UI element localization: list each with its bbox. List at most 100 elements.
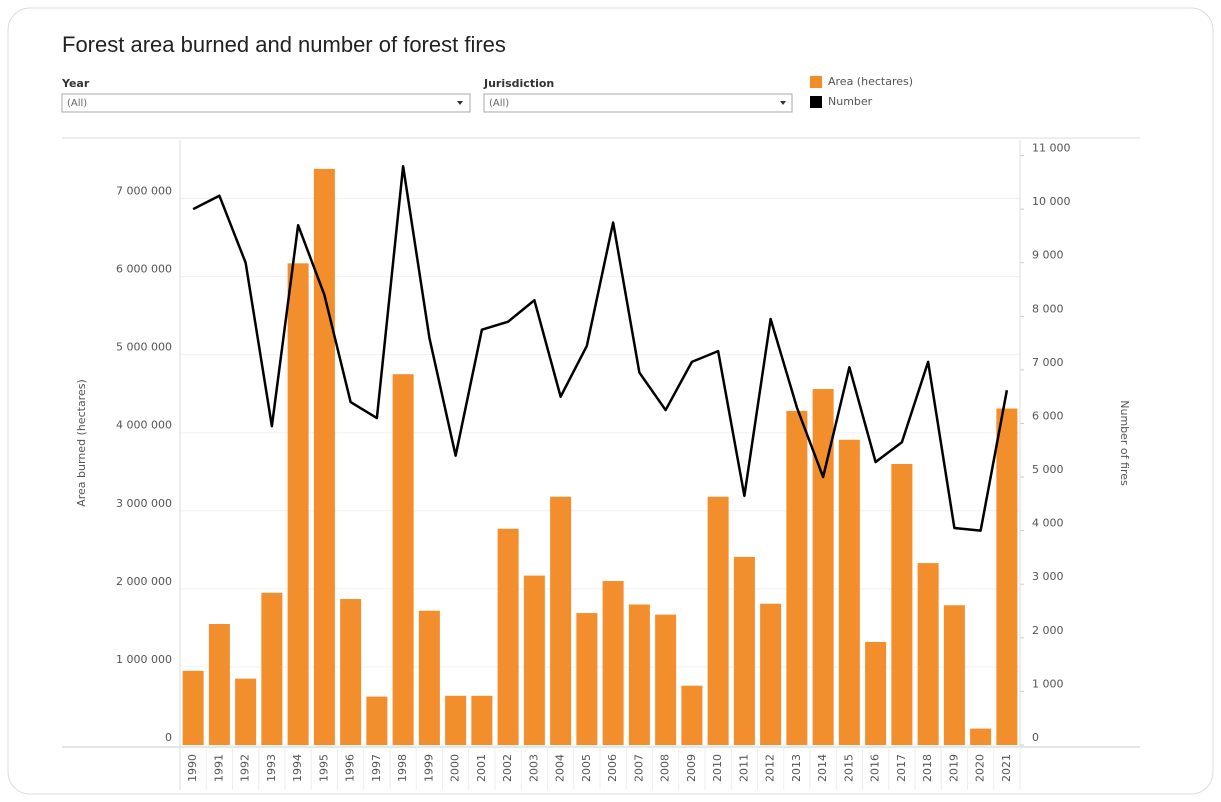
y2-tick-label: 3 000 — [1032, 570, 1064, 583]
bar — [340, 599, 362, 745]
bar — [602, 581, 624, 745]
dropdown-value: (All) — [67, 98, 87, 109]
y2-tick-label: 4 000 — [1032, 517, 1064, 530]
bar — [786, 410, 808, 745]
y-tick-label: 6 000 000 — [116, 263, 172, 276]
y2-tick-label: 7 000 — [1032, 356, 1064, 369]
x-tick-label: 2000 — [449, 754, 462, 782]
bar — [523, 575, 545, 745]
x-tick-label: 1995 — [317, 754, 330, 782]
dropdown-arrow — [780, 101, 786, 105]
bar — [943, 605, 965, 745]
y2-tick-label: 2 000 — [1032, 624, 1064, 637]
bar — [550, 496, 572, 745]
bar — [445, 695, 467, 745]
bar — [733, 556, 755, 745]
bar — [760, 603, 782, 745]
bar — [917, 563, 939, 745]
line — [192, 165, 1009, 532]
x-tick-label: 2002 — [501, 754, 514, 782]
bar — [681, 685, 703, 745]
bar — [891, 463, 913, 745]
x-tick-label: 2011 — [737, 754, 750, 782]
x-tick-label: 1991 — [212, 754, 225, 782]
filter-label: Year — [61, 77, 90, 90]
bar — [392, 374, 414, 745]
y2-tick-label: 9 000 — [1032, 249, 1064, 262]
x-tick-label: 2020 — [974, 754, 987, 782]
bar — [707, 496, 729, 745]
y2-tick-label: 1 000 — [1032, 677, 1064, 690]
dropdown[interactable] — [61, 93, 471, 113]
x-tick-label: 2008 — [659, 754, 672, 782]
y2-tick-label: 6 000 — [1032, 409, 1064, 422]
x-tick-label: 1990 — [186, 754, 199, 782]
dropdown-arrow — [457, 101, 463, 105]
y2-tick-label: 10 000 — [1032, 195, 1071, 208]
x-tick-label: 2021 — [1000, 754, 1013, 782]
y2-tick-label: 11 000 — [1032, 142, 1071, 155]
legend-swatch — [810, 96, 822, 108]
x-tick-label: 2003 — [527, 754, 540, 782]
y2-tick-label: 8 000 — [1032, 302, 1064, 315]
x-tick-label: 2014 — [816, 754, 829, 782]
x-tick-label: 1996 — [344, 754, 357, 782]
chart-title: Forest area burned and number of forest … — [62, 32, 506, 57]
y-axis-title: Area burned (hectares) — [75, 379, 88, 507]
x-tick-label: 2015 — [842, 754, 855, 782]
x-tick-label: 2017 — [895, 754, 908, 782]
y2-tick-label: 5 000 — [1032, 463, 1064, 476]
bar — [313, 168, 335, 746]
y-tick-label: 4 000 000 — [116, 419, 172, 432]
x-tick-label: 1992 — [239, 754, 252, 782]
y-tick-label: 2 000 000 — [116, 575, 172, 588]
x-tick-label: 2009 — [685, 754, 698, 782]
dropdown-value: (All) — [489, 98, 509, 109]
y-tick-label: 1 000 000 — [116, 653, 172, 666]
x-tick-label: 1998 — [396, 754, 409, 782]
y-tick-label: 0 — [165, 731, 172, 744]
x-tick-label: 2012 — [764, 754, 777, 782]
bar — [182, 670, 204, 745]
legend-label: Area (hectares) — [828, 75, 913, 88]
legend-swatch — [810, 76, 822, 88]
bar — [287, 263, 309, 745]
x-tick-label: 1999 — [422, 754, 435, 782]
x-tick-label: 2006 — [606, 754, 619, 782]
x-tick-label: 1994 — [291, 754, 304, 782]
y-tick-label: 5 000 000 — [116, 341, 172, 354]
legend-label: Number — [828, 95, 873, 108]
x-tick-label: 2016 — [869, 754, 882, 782]
bar — [576, 613, 598, 745]
y2-tick-label: 0 — [1032, 731, 1039, 744]
bar — [865, 641, 887, 745]
x-tick-label: 2018 — [921, 754, 934, 782]
dropdown[interactable] — [483, 93, 793, 113]
bar — [655, 614, 677, 745]
bar — [996, 408, 1018, 745]
x-tick-label: 2010 — [711, 754, 724, 782]
bar — [471, 695, 493, 745]
bar — [261, 592, 283, 745]
bar — [628, 604, 650, 745]
x-tick-label: 1993 — [265, 754, 278, 782]
y-tick-label: 3 000 000 — [116, 497, 172, 510]
bar — [497, 528, 519, 745]
x-tick-label: 1997 — [370, 754, 383, 782]
y-tick-label: 7 000 000 — [116, 185, 172, 198]
bar — [235, 678, 257, 745]
filter-label: Jurisdiction — [483, 77, 554, 90]
x-tick-label: 2005 — [580, 754, 593, 782]
bar — [418, 610, 440, 745]
bar — [970, 728, 992, 745]
x-tick-label: 2001 — [475, 754, 488, 782]
bar — [208, 624, 230, 745]
y2-axis-title: Number of fires — [1118, 400, 1131, 486]
x-tick-label: 2019 — [947, 754, 960, 782]
bar — [838, 439, 860, 745]
x-tick-label: 2004 — [554, 754, 567, 782]
bar — [366, 696, 388, 745]
x-tick-label: 2007 — [632, 754, 645, 782]
